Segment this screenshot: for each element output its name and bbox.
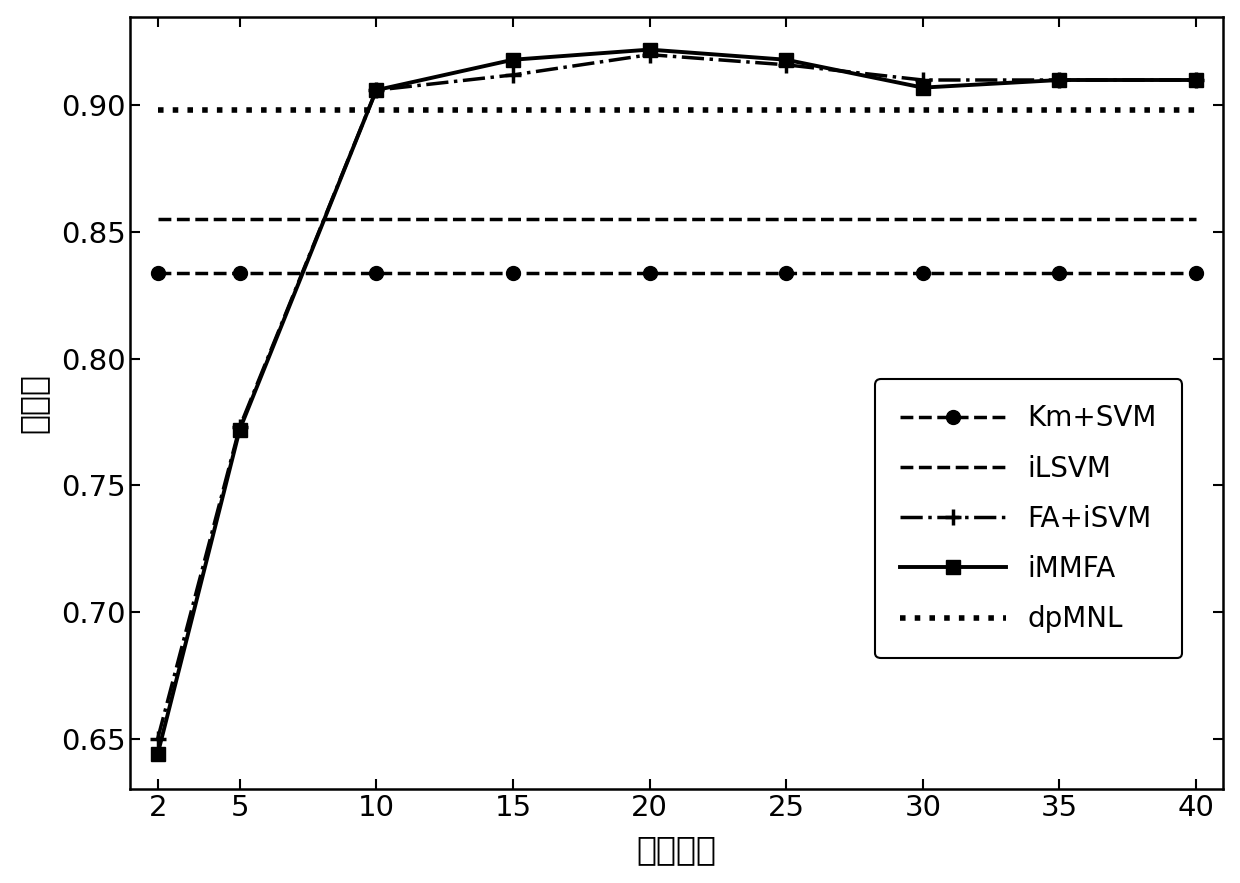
dpMNL — [506, 105, 521, 116]
FA+iSVM — [779, 59, 794, 70]
iLSVM — [915, 214, 930, 224]
dpMNL — [232, 105, 247, 116]
Km+SVM — [150, 268, 165, 278]
dpMNL — [915, 105, 930, 116]
Km+SVM — [779, 268, 794, 278]
Line: FA+iSVM: FA+iSVM — [149, 46, 1204, 747]
Km+SVM — [232, 268, 247, 278]
iMMFA — [915, 82, 930, 93]
FA+iSVM — [915, 75, 930, 86]
iLSVM — [642, 214, 657, 224]
dpMNL — [1189, 105, 1204, 116]
FA+iSVM — [506, 70, 521, 80]
iMMFA — [232, 425, 247, 435]
iMMFA — [150, 749, 165, 759]
Y-axis label: 识别率: 识别率 — [16, 373, 50, 433]
FA+iSVM — [1189, 75, 1204, 86]
Km+SVM — [915, 268, 930, 278]
iMMFA — [506, 55, 521, 65]
dpMNL — [1052, 105, 1066, 116]
iLSVM — [150, 214, 165, 224]
X-axis label: 特征维数: 特征维数 — [637, 834, 717, 866]
Km+SVM — [506, 268, 521, 278]
iLSVM — [1189, 214, 1204, 224]
FA+iSVM — [368, 85, 383, 95]
Line: Km+SVM: Km+SVM — [151, 266, 1203, 280]
FA+iSVM — [150, 734, 165, 744]
iMMFA — [1052, 75, 1066, 86]
dpMNL — [150, 105, 165, 116]
FA+iSVM — [232, 422, 247, 433]
iMMFA — [642, 44, 657, 55]
FA+iSVM — [1052, 75, 1066, 86]
Line: iMMFA: iMMFA — [151, 42, 1203, 761]
Km+SVM — [642, 268, 657, 278]
iLSVM — [232, 214, 247, 224]
Km+SVM — [1189, 268, 1204, 278]
Legend: Km+SVM, iLSVM, FA+iSVM, iMMFA, dpMNL: Km+SVM, iLSVM, FA+iSVM, iMMFA, dpMNL — [875, 380, 1182, 659]
Km+SVM — [1052, 268, 1066, 278]
dpMNL — [368, 105, 383, 116]
FA+iSVM — [642, 49, 657, 60]
iLSVM — [779, 214, 794, 224]
iLSVM — [506, 214, 521, 224]
iMMFA — [368, 85, 383, 95]
iMMFA — [779, 55, 794, 65]
iMMFA — [1189, 75, 1204, 86]
Km+SVM — [368, 268, 383, 278]
dpMNL — [779, 105, 794, 116]
dpMNL — [642, 105, 657, 116]
iLSVM — [1052, 214, 1066, 224]
iLSVM — [368, 214, 383, 224]
